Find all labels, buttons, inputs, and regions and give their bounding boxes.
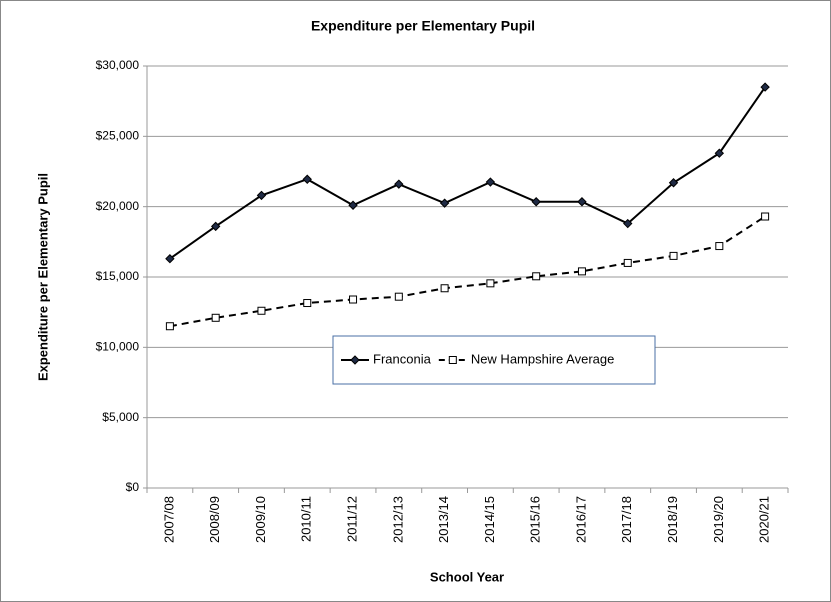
x-tick-label: 2013/14 — [436, 496, 451, 543]
x-tick-label: 2019/20 — [711, 496, 726, 543]
point-marker — [669, 251, 678, 260]
point-marker — [303, 299, 312, 308]
x-tick-label: 2017/18 — [619, 496, 634, 543]
point-marker — [668, 178, 679, 188]
point-marker — [210, 221, 221, 232]
y-tick-label: $25,000 — [96, 129, 140, 143]
y-tick-label: $15,000 — [96, 269, 140, 283]
series-line — [169, 86, 766, 260]
point-marker — [256, 190, 267, 201]
x-tick-label: 2016/17 — [573, 496, 588, 543]
point-marker — [257, 306, 266, 315]
x-tick-label: 2012/13 — [390, 496, 405, 543]
point-marker — [760, 82, 770, 92]
x-axis-label: School Year — [430, 569, 504, 584]
x-tick-label: 2018/19 — [665, 496, 680, 543]
point-marker — [715, 242, 724, 251]
point-marker — [440, 284, 449, 293]
x-tick-label: 2015/16 — [528, 496, 543, 543]
point-marker — [348, 200, 358, 210]
y-tick-label: $10,000 — [96, 340, 140, 354]
point-marker — [532, 272, 541, 281]
point-marker — [531, 197, 541, 207]
x-tick-label: 2009/10 — [253, 496, 268, 543]
x-tick-label: 2014/15 — [482, 496, 497, 543]
point-marker — [486, 279, 495, 288]
x-tick-label: 2020/21 — [757, 496, 772, 543]
point-marker — [302, 174, 312, 184]
point-marker — [394, 292, 403, 301]
legend-marker — [350, 355, 360, 365]
point-marker — [485, 177, 496, 187]
point-marker — [439, 198, 450, 208]
x-tick-label: 2011/12 — [344, 496, 359, 542]
legend-label: Franconia — [373, 351, 432, 366]
x-tick-label: 2008/09 — [207, 496, 222, 543]
x-tick-label: 2010/11 — [299, 496, 314, 542]
y-tick-label: $20,000 — [96, 199, 140, 213]
point-marker — [761, 212, 770, 221]
legend-box — [332, 335, 656, 385]
point-marker — [714, 148, 725, 158]
y-tick-label: $0 — [126, 480, 140, 494]
point-marker — [577, 197, 587, 207]
point-marker — [211, 313, 220, 322]
y-tick-label: $30,000 — [96, 58, 140, 72]
chart-title: Expenditure per Elementary Pupil — [311, 18, 535, 34]
point-marker — [623, 218, 633, 229]
point-marker — [165, 254, 175, 264]
x-tick-label: 2007/08 — [161, 496, 176, 543]
legend-label: New Hampshire Average — [471, 351, 615, 366]
y-axis-label: Expenditure per Elementary Pupil — [35, 173, 50, 381]
point-marker — [165, 322, 174, 331]
point-marker — [394, 179, 404, 189]
point-marker — [577, 267, 586, 276]
y-tick-label: $5,000 — [102, 410, 139, 424]
series-line — [169, 215, 766, 328]
point-marker — [623, 258, 632, 267]
legend-marker — [448, 356, 457, 364]
point-marker — [349, 295, 358, 304]
